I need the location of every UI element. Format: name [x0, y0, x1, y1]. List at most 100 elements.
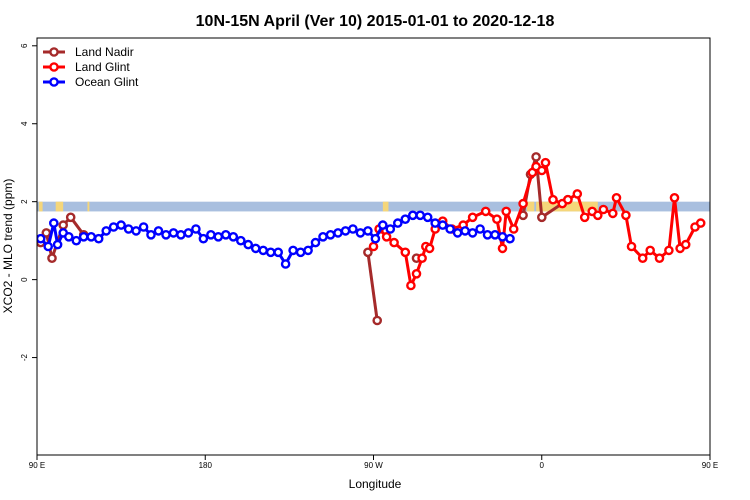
data-point [58, 220, 69, 230]
data-point [531, 152, 541, 162]
data-point [206, 229, 216, 240]
data-point [579, 212, 590, 223]
data-point [695, 218, 706, 228]
legend-swatch-marker [49, 77, 59, 87]
data-point [363, 226, 373, 236]
data-point [654, 253, 665, 264]
x-axis-label: Longitude [349, 477, 402, 491]
land-patch [526, 201, 535, 212]
land-patch [55, 201, 64, 212]
series-line [366, 252, 379, 321]
data-point [93, 233, 104, 244]
data-point [392, 218, 403, 228]
x-axis: 90 E 180 90 W 0 90 E [29, 455, 718, 470]
data-point [310, 237, 321, 248]
series-ocean-glint [37, 210, 515, 269]
data-point [295, 247, 306, 258]
data-point [467, 212, 478, 223]
data-point [146, 229, 156, 240]
data-point [191, 224, 201, 234]
y-tick-label: 0 [20, 277, 29, 282]
land-patch [382, 201, 389, 212]
data-point [540, 157, 551, 168]
data-point [377, 220, 388, 230]
data-point [228, 231, 239, 242]
data-point [537, 212, 547, 223]
data-point [406, 280, 416, 291]
data-point [430, 218, 441, 228]
data-point [325, 229, 336, 240]
y-axis: -2 0 2 4 6 [20, 43, 37, 361]
data-point [680, 239, 691, 250]
data-point [611, 192, 622, 203]
y-tick-label: -2 [20, 353, 29, 361]
data-point [669, 192, 680, 203]
data-point [372, 315, 383, 326]
data-point [385, 224, 396, 234]
data-point [480, 206, 491, 217]
data-point [52, 239, 63, 250]
data-point [389, 237, 399, 248]
x-tick-label: 0 [540, 461, 545, 470]
data-point [626, 241, 637, 252]
data-point [417, 253, 427, 264]
data-point [213, 231, 224, 242]
y-tick-label: 4 [20, 121, 29, 126]
legend-swatch-marker [49, 47, 59, 57]
data-point [78, 231, 89, 242]
data-point [71, 235, 82, 246]
y-axis-label: XCO2 - MLO trend (ppm) [1, 179, 15, 314]
data-point [265, 247, 276, 258]
data-point [422, 212, 433, 223]
data-point [608, 208, 618, 219]
data-point [138, 222, 149, 232]
data-point [250, 243, 261, 254]
data-point [664, 245, 674, 256]
data-point [168, 228, 179, 238]
data-point [101, 226, 111, 236]
data-point [508, 224, 519, 234]
data-point [407, 210, 418, 221]
data-point [43, 241, 54, 252]
data-point [116, 220, 126, 230]
data-point [482, 229, 493, 240]
data-point [505, 233, 515, 244]
plot-content [37, 152, 710, 326]
data-point [537, 165, 547, 176]
data-point [400, 247, 411, 258]
land-patch [87, 201, 90, 212]
data-point [415, 210, 426, 221]
data-point [492, 214, 502, 224]
data-point [41, 228, 52, 238]
data-point [437, 220, 448, 230]
data-point [452, 228, 463, 238]
x-tick-label: 90 E [702, 461, 718, 470]
data-point [37, 233, 46, 244]
data-point [370, 233, 381, 244]
land-patch [536, 201, 598, 212]
data-point [467, 228, 478, 238]
data-point [131, 226, 141, 236]
data-point [348, 224, 358, 234]
data-point [411, 268, 422, 279]
data-point [86, 231, 96, 242]
data-point [497, 231, 508, 242]
data-point [340, 226, 351, 236]
x-tick-label: 90 W [364, 461, 383, 470]
data-point [65, 212, 76, 223]
data-point [108, 222, 119, 232]
data-point [563, 194, 573, 205]
data-point [548, 194, 558, 205]
data-point [64, 231, 74, 242]
data-point [123, 224, 134, 234]
data-point [47, 253, 57, 264]
data-point [637, 253, 648, 264]
data-point [572, 189, 583, 199]
land-patch [38, 201, 43, 212]
y-tick-label: 2 [20, 199, 29, 204]
data-point [368, 241, 379, 252]
data-point [445, 224, 455, 234]
data-point [303, 245, 313, 256]
